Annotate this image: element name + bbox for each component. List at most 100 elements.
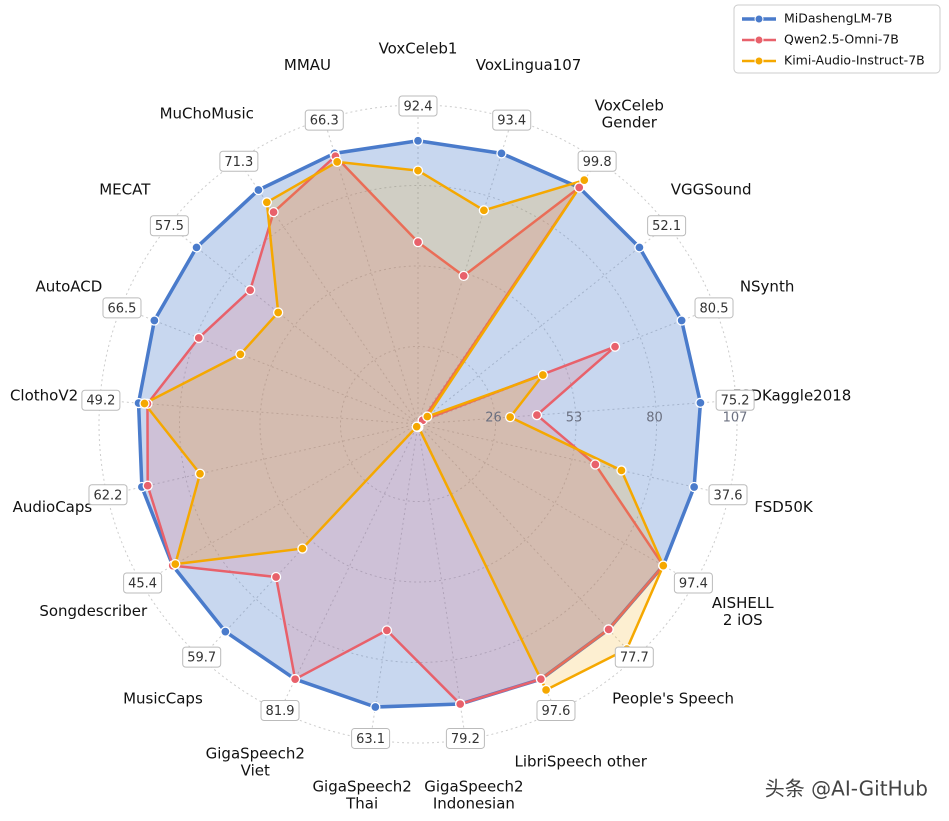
series-marker bbox=[191, 242, 202, 253]
category-label: AudioCaps bbox=[13, 498, 93, 516]
grid-spoke bbox=[120, 306, 419, 425]
legend-label: MiDashengLM-7B bbox=[784, 11, 892, 26]
value-label: 52.1 bbox=[652, 219, 681, 234]
series-marker bbox=[496, 148, 507, 159]
series-marker bbox=[289, 674, 301, 685]
value-label: 80.5 bbox=[700, 301, 729, 316]
radial-tick-label: 26 bbox=[485, 411, 502, 426]
series-marker bbox=[220, 626, 231, 637]
grid-spoke bbox=[279, 423, 419, 712]
value-box bbox=[149, 215, 189, 237]
category-label: GigaSpeech2 Viet bbox=[206, 744, 305, 779]
value-box bbox=[577, 150, 617, 172]
category-label: MuChoMusic bbox=[160, 105, 254, 123]
grid-spoke bbox=[369, 423, 419, 740]
series-marker bbox=[142, 480, 153, 491]
value-label: 97.6 bbox=[541, 704, 570, 719]
category-label: FSDKaggle2018 bbox=[733, 386, 852, 404]
grid-spoke bbox=[106, 423, 419, 496]
value-label: 75.2 bbox=[721, 394, 750, 409]
category-label: ClothoV2 bbox=[10, 386, 78, 404]
category-label: MMAU bbox=[284, 56, 331, 74]
series-marker bbox=[574, 182, 585, 193]
series-marker bbox=[455, 698, 466, 710]
category-label: VoxCeleb Gender bbox=[595, 96, 664, 131]
grid-circle bbox=[98, 104, 738, 744]
series-marker bbox=[139, 398, 150, 409]
value-box bbox=[708, 484, 748, 506]
series-marker bbox=[695, 397, 706, 408]
series-marker bbox=[535, 674, 547, 685]
series-marker bbox=[658, 560, 669, 571]
value-label: 99.8 bbox=[583, 155, 612, 170]
category-label: GigaSpeech2 Indonesian bbox=[424, 777, 523, 812]
category-label: MusicCaps bbox=[123, 689, 203, 707]
series-marker bbox=[411, 421, 422, 432]
legend-marker bbox=[754, 14, 764, 24]
series-marker bbox=[412, 236, 424, 248]
value-box bbox=[614, 646, 654, 668]
series-marker bbox=[688, 481, 700, 493]
category-label: VGGSound bbox=[671, 181, 752, 199]
value-label: 62.2 bbox=[93, 488, 122, 503]
value-label: 49.2 bbox=[86, 394, 115, 409]
value-box bbox=[536, 700, 576, 722]
grid-spoke bbox=[417, 399, 737, 425]
grid-circle bbox=[339, 345, 497, 503]
value-label: 66.3 bbox=[310, 114, 339, 129]
series-marker bbox=[537, 369, 549, 381]
series-marker bbox=[261, 197, 273, 208]
series-marker bbox=[609, 341, 621, 352]
series-marker bbox=[193, 332, 204, 344]
series-marker bbox=[332, 156, 343, 168]
value-box bbox=[398, 95, 438, 117]
value-box bbox=[182, 646, 222, 668]
grid-spoke bbox=[323, 119, 419, 425]
value-label: 37.6 bbox=[714, 488, 743, 503]
value-label: 77.7 bbox=[620, 651, 649, 666]
series-marker bbox=[634, 242, 645, 253]
series-marker bbox=[531, 409, 543, 421]
series-marker bbox=[412, 165, 424, 176]
grid-spoke bbox=[417, 224, 668, 425]
value-label: 71.3 bbox=[224, 155, 253, 170]
grid-spoke bbox=[417, 119, 513, 425]
grid-spoke bbox=[417, 423, 695, 584]
value-label: 97.4 bbox=[679, 577, 708, 592]
series-marker bbox=[458, 270, 469, 282]
series-marker bbox=[422, 411, 433, 422]
series-marker bbox=[616, 465, 627, 476]
value-box bbox=[260, 700, 300, 722]
category-label: MECAT bbox=[99, 181, 151, 199]
category-label: Songdescriber bbox=[39, 602, 148, 620]
series-marker bbox=[590, 459, 601, 470]
grid-spoke bbox=[417, 423, 636, 659]
value-label: 57.5 bbox=[155, 219, 184, 234]
value-box bbox=[102, 297, 142, 319]
radial-tick-label: 80 bbox=[646, 411, 663, 426]
value-box bbox=[123, 572, 163, 594]
grid-spoke bbox=[168, 224, 419, 425]
category-label: LibriSpeech other bbox=[515, 752, 648, 770]
series-marker bbox=[253, 184, 264, 196]
value-box bbox=[673, 572, 713, 594]
grid-circle bbox=[178, 184, 658, 664]
value-label: 45.4 bbox=[128, 577, 157, 592]
grid-spoke bbox=[141, 423, 419, 584]
series-marker bbox=[270, 571, 282, 583]
series-marker bbox=[540, 684, 552, 696]
category-label: GigaSpeech2 Thai bbox=[312, 777, 411, 812]
series-marker bbox=[370, 701, 381, 713]
value-box bbox=[445, 727, 485, 749]
series-marker bbox=[170, 558, 181, 570]
series-marker bbox=[579, 174, 590, 186]
series-marker bbox=[505, 411, 516, 423]
value-label: 92.4 bbox=[404, 100, 433, 115]
value-label: 66.5 bbox=[108, 301, 137, 316]
series-marker bbox=[603, 624, 614, 635]
category-label: People's Speech bbox=[612, 689, 734, 707]
series-marker bbox=[149, 315, 160, 326]
value-label: 79.2 bbox=[451, 732, 480, 747]
series-marker bbox=[245, 285, 256, 296]
